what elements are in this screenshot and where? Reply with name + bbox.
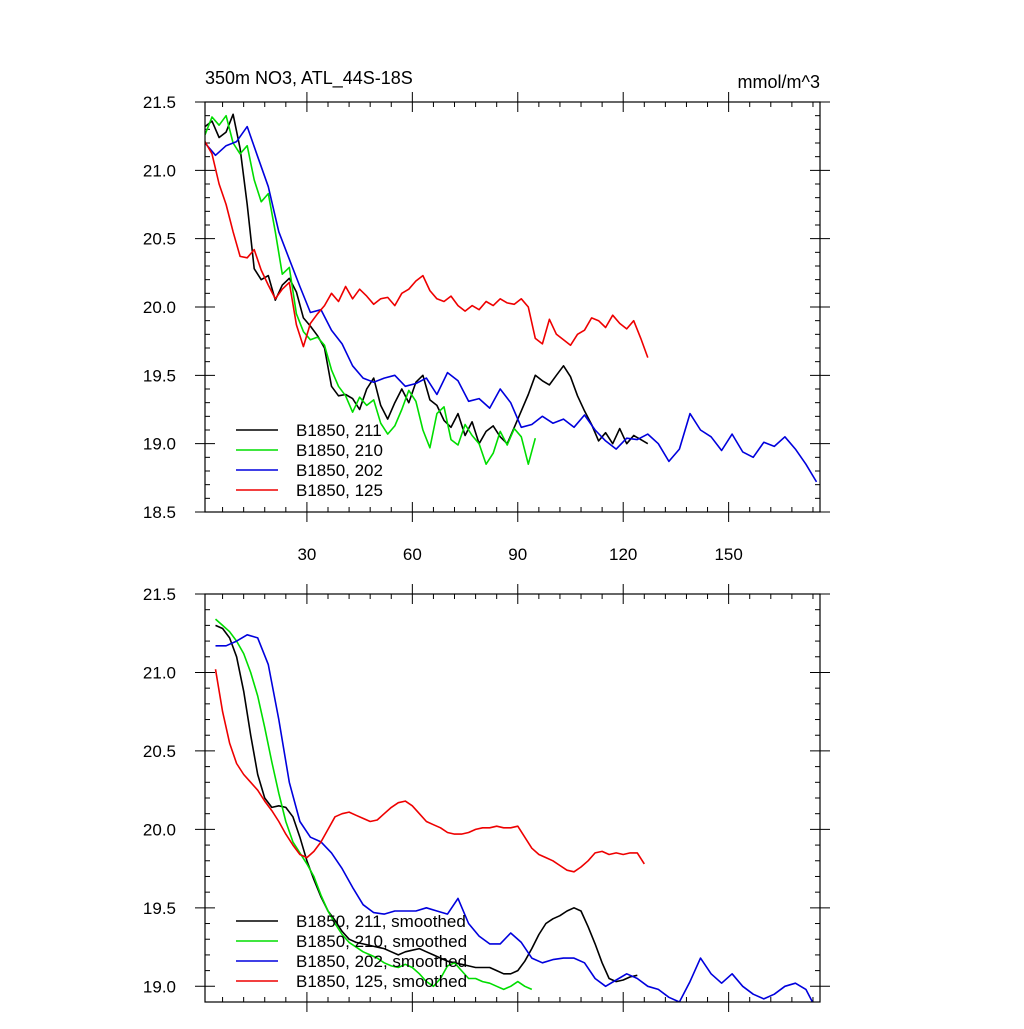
x-tick-label: 90: [508, 545, 527, 564]
top-panel: 30 60 90 120 150 18.5 19.0 19.5 20.0 20.5 21.0 21.5…: [143, 68, 830, 564]
y-tick-label: 19.5: [143, 366, 176, 385]
series-line: [205, 114, 537, 466]
y-tick-label: 20.0: [143, 820, 176, 839]
legend-label: B1850, 125, smoothed: [296, 972, 467, 991]
y-tick-label: 19.5: [143, 899, 176, 918]
y-tick-label: 19.0: [143, 435, 176, 454]
series-line: [214, 618, 533, 991]
series-line: [214, 669, 645, 873]
legend-label: B1850, 211, smoothed: [296, 912, 466, 931]
y-tick-label: 18.5: [143, 503, 176, 522]
bottom-panel: 19.0 19.5 20.0 20.5 21.0 21.5 B1850, 211, smoo…: [143, 584, 830, 1012]
series-line: [215, 633, 814, 1002]
x-tick-label: 30: [297, 545, 316, 564]
y-tick-label: 20.5: [143, 230, 176, 249]
plot-frame: [204, 593, 821, 1003]
x-tick-label: 60: [403, 545, 422, 564]
x-tick-label: 120: [609, 545, 637, 564]
series-line: [205, 113, 649, 445]
y-tick-label: 21.0: [143, 161, 176, 180]
legend-label: B1850, 202, smoothed: [296, 952, 467, 971]
series-line: [205, 141, 649, 358]
y-tick-label: 19.0: [143, 977, 176, 996]
y-tick-label: 20.0: [143, 298, 176, 317]
legend-label: B1850, 202: [296, 461, 383, 480]
legend-label: B1850, 125: [296, 481, 383, 500]
x-tick-label: 150: [714, 545, 742, 564]
chart-title: 350m NO3, ATL_44S-18S: [205, 68, 413, 89]
plot-frame: [204, 101, 821, 513]
series-line: [215, 624, 638, 983]
units-label: mmol/m^3: [738, 72, 820, 92]
legend-label: B1850, 211: [296, 421, 382, 440]
legend-label: B1850, 210: [296, 441, 383, 460]
y-tick-label: 21.5: [143, 93, 176, 112]
y-tick-label: 21.5: [143, 585, 176, 604]
y-tick-label: 20.5: [143, 742, 176, 761]
legend-label: B1850, 210, smoothed: [296, 932, 467, 951]
series-line: [205, 125, 818, 483]
y-tick-label: 21.0: [143, 663, 176, 682]
